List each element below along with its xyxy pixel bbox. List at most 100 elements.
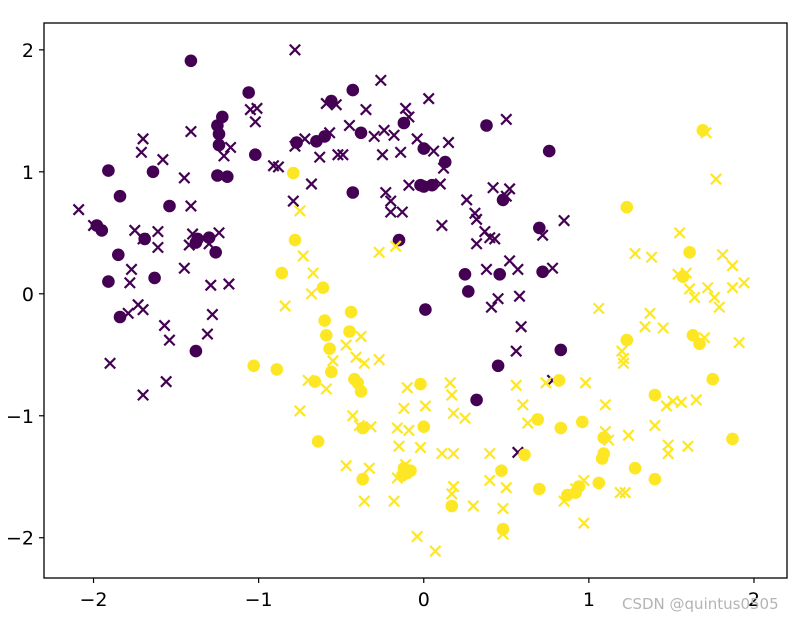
- point-x-class-1: [447, 407, 460, 420]
- point-x-class-0: [123, 276, 136, 289]
- point-x-class-1: [391, 472, 404, 484]
- point-circle-class-1: [683, 246, 696, 259]
- point-x-class-1: [402, 424, 415, 437]
- point-x-class-0: [203, 237, 216, 250]
- point-x-class-1: [414, 441, 427, 454]
- point-circle-class-0: [221, 170, 234, 183]
- point-x-class-0: [515, 320, 528, 333]
- point-circle-class-1: [288, 233, 302, 247]
- point-circle-class-1: [531, 413, 544, 426]
- point-x-class-0: [384, 195, 397, 208]
- point-circle-class-0: [112, 248, 125, 262]
- point-x-class-0: [201, 328, 214, 341]
- point-circle-class-0: [493, 268, 507, 281]
- point-x-class-1: [599, 425, 612, 438]
- point-x-class-0: [72, 203, 85, 216]
- point-x-class-1: [445, 389, 458, 402]
- x-tick-label: 1: [583, 589, 595, 611]
- point-x-class-0: [460, 193, 473, 206]
- point-circle-class-1: [354, 385, 368, 398]
- point-x-class-0: [87, 219, 100, 232]
- point-circle-class-0: [148, 271, 161, 285]
- point-x-class-1: [716, 248, 729, 261]
- point-x-class-0: [104, 357, 117, 370]
- point-circle-class-0: [392, 233, 406, 247]
- point-circle-class-1: [554, 421, 568, 435]
- point-x-class-0: [287, 195, 300, 208]
- point-x-class-1: [592, 302, 605, 315]
- point-circle-class-1: [325, 365, 338, 379]
- point-circle-class-0: [419, 303, 432, 316]
- point-x-class-0: [435, 219, 448, 232]
- point-x-class-0: [163, 334, 176, 347]
- point-circle-class-1: [620, 333, 634, 347]
- point-x-class-1: [662, 439, 675, 452]
- point-circle-class-1: [275, 266, 289, 280]
- point-x-class-1: [320, 382, 333, 395]
- point-x-class-0: [546, 262, 559, 275]
- point-x-class-1: [622, 429, 635, 442]
- point-x-class-0: [437, 162, 450, 175]
- point-circle-class-1: [287, 166, 300, 180]
- point-x-class-0: [558, 214, 571, 227]
- point-x-class-0: [500, 190, 513, 203]
- point-x-class-1: [391, 421, 404, 434]
- point-x-class-0: [217, 149, 230, 162]
- point-circle-class-1: [343, 325, 356, 338]
- point-x-class-0: [411, 132, 424, 145]
- point-x-class-1: [688, 291, 701, 304]
- point-x-class-1: [619, 486, 632, 499]
- point-circle-class-0: [163, 199, 176, 213]
- point-x-class-0: [137, 389, 150, 402]
- point-x-class-1: [713, 301, 726, 314]
- point-circle-class-1: [595, 452, 609, 465]
- point-circle-class-1: [576, 415, 589, 429]
- point-circle-class-1: [592, 476, 606, 490]
- point-circle-class-0: [211, 119, 224, 132]
- point-circle-class-1: [518, 448, 531, 462]
- point-x-class-1: [373, 353, 386, 366]
- point-x-class-1: [358, 495, 371, 508]
- point-x-class-0: [378, 124, 391, 137]
- point-x-class-0: [402, 179, 415, 192]
- point-x-class-1: [710, 173, 722, 186]
- point-circle-class-1: [628, 461, 642, 475]
- point-x-class-1: [675, 396, 688, 409]
- point-x-class-0: [487, 181, 500, 194]
- point-x-class-1: [657, 321, 670, 334]
- point-x-class-1: [683, 282, 696, 295]
- point-circle-class-0: [354, 126, 368, 140]
- point-x-class-0: [288, 140, 301, 153]
- point-x-class-1: [419, 400, 432, 412]
- point-x-class-0: [510, 345, 523, 358]
- y-tick-label: −1: [6, 406, 34, 428]
- point-circle-class-1: [316, 281, 330, 295]
- point-x-class-1: [340, 459, 353, 472]
- point-x-class-0: [156, 153, 169, 166]
- point-circle-class-1: [270, 363, 284, 376]
- point-x-class-0: [222, 278, 235, 291]
- point-x-class-1: [346, 409, 359, 422]
- point-x-class-1: [577, 474, 590, 487]
- point-x-class-1: [643, 307, 656, 320]
- point-x-class-1: [429, 545, 442, 558]
- point-x-class-0: [422, 92, 435, 105]
- point-x-class-1: [681, 440, 694, 453]
- point-x-class-0: [343, 119, 356, 132]
- point-x-class-0: [492, 292, 505, 305]
- point-x-class-1: [483, 447, 496, 460]
- point-circle-class-0: [102, 164, 115, 177]
- point-circle-class-0: [211, 169, 224, 182]
- point-x-class-0: [184, 125, 197, 138]
- point-x-class-1: [364, 420, 377, 433]
- point-x-class-0: [503, 182, 516, 195]
- point-circle-class-0: [491, 359, 505, 373]
- point-x-class-0: [500, 113, 513, 126]
- point-x-class-0: [396, 206, 409, 219]
- point-x-class-0: [135, 146, 148, 159]
- point-x-class-1: [401, 381, 414, 394]
- y-tick-label: 2: [22, 40, 34, 62]
- point-x-class-1: [599, 398, 612, 411]
- point-x-class-0: [388, 129, 401, 142]
- point-x-class-0: [125, 263, 138, 276]
